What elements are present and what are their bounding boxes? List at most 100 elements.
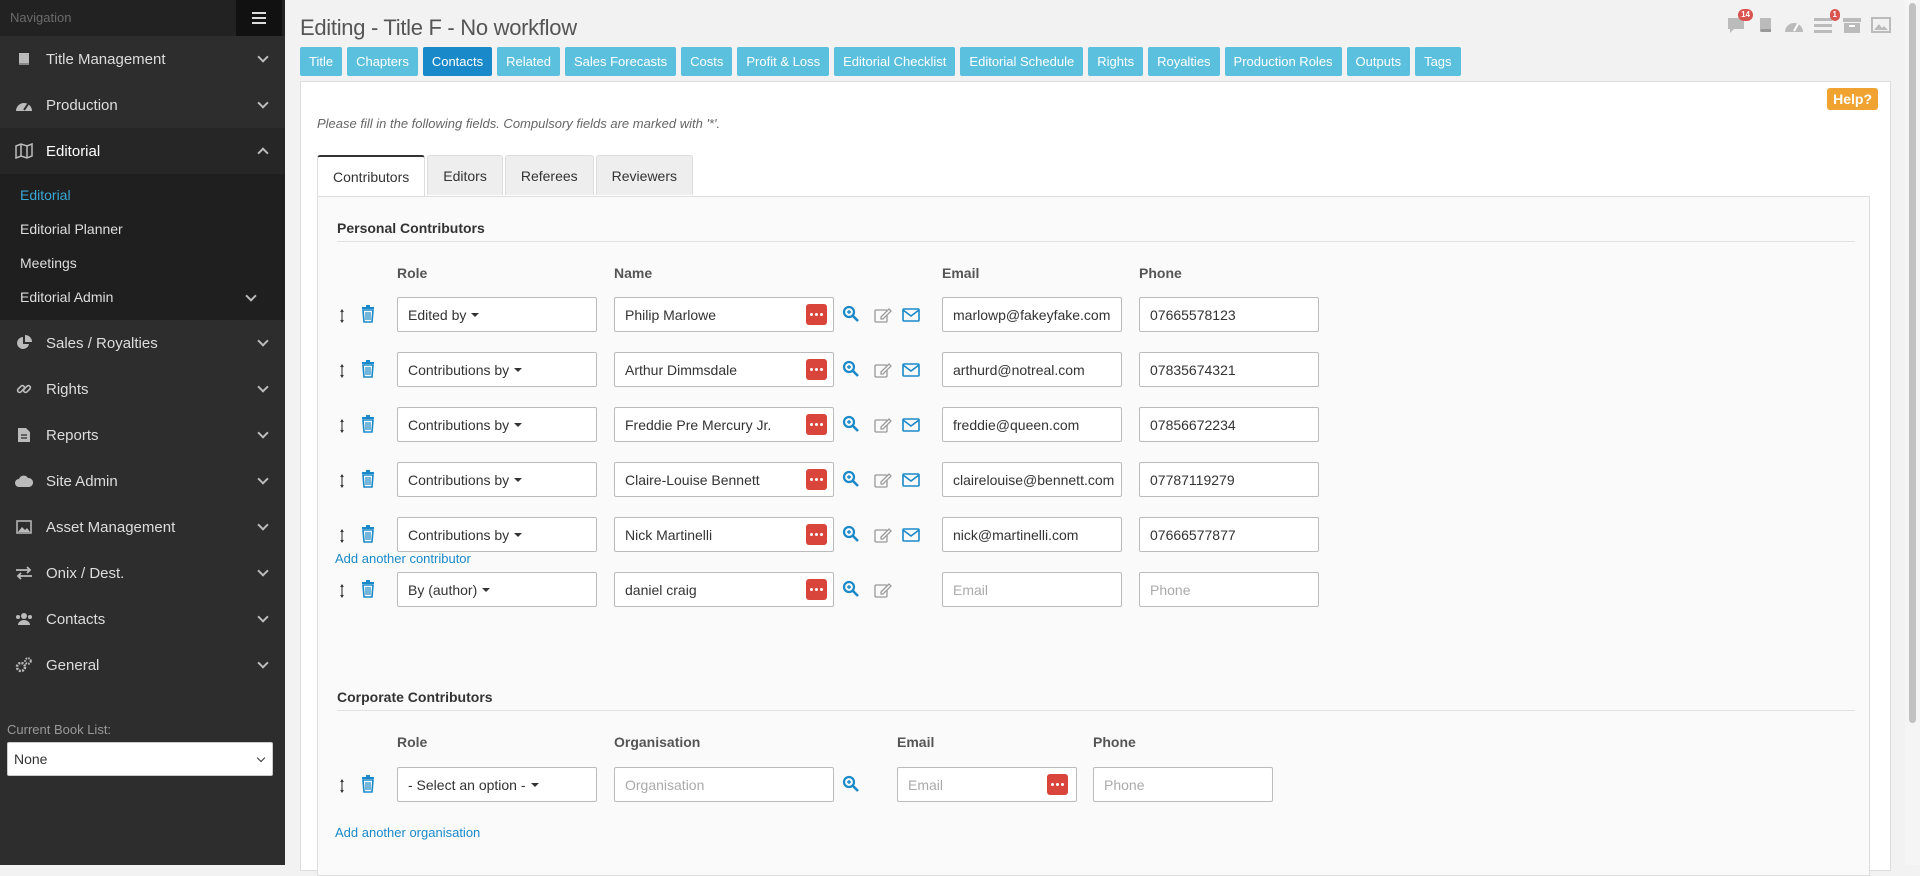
corporate-role-select[interactable]: - Select an option - bbox=[397, 767, 597, 802]
tab-production-roles[interactable]: Production Roles bbox=[1224, 47, 1342, 76]
sidebar-item-general[interactable]: General bbox=[0, 642, 285, 688]
corporate-phone-input[interactable]: Phone bbox=[1093, 767, 1273, 802]
move-handle-icon[interactable] bbox=[340, 471, 344, 491]
tab-editorial-checklist[interactable]: Editorial Checklist bbox=[834, 47, 956, 76]
image-icon[interactable] bbox=[1870, 14, 1892, 36]
sidebar-item-rights[interactable]: Rights bbox=[0, 366, 285, 412]
subnav-editorial-planner[interactable]: Editorial Planner bbox=[0, 212, 285, 246]
move-handle-icon[interactable] bbox=[340, 361, 344, 381]
edit-icon[interactable] bbox=[874, 527, 892, 544]
email-input[interactable]: Email bbox=[942, 572, 1122, 607]
role-select[interactable]: By (author) bbox=[397, 572, 597, 607]
add-contributor-link[interactable]: Add another contributor bbox=[335, 551, 471, 566]
mail-icon[interactable] bbox=[902, 363, 920, 377]
more-options-icon[interactable] bbox=[1047, 774, 1068, 795]
search-icon[interactable] bbox=[842, 305, 860, 323]
edit-icon[interactable] bbox=[874, 417, 892, 434]
scrollbar[interactable] bbox=[1905, 0, 1920, 865]
archive-icon[interactable] bbox=[1841, 14, 1863, 36]
mail-icon[interactable] bbox=[902, 418, 920, 432]
trash-icon[interactable] bbox=[360, 415, 376, 433]
sidebar-item-site-admin[interactable]: Site Admin bbox=[0, 458, 285, 504]
tab-editors[interactable]: Editors bbox=[427, 155, 503, 195]
more-options-icon[interactable] bbox=[806, 359, 827, 380]
scrollbar-thumb[interactable] bbox=[1909, 3, 1916, 723]
tab-reviewers[interactable]: Reviewers bbox=[595, 155, 694, 195]
move-handle-icon[interactable] bbox=[340, 416, 344, 436]
tab-sales-forecasts[interactable]: Sales Forecasts bbox=[564, 47, 677, 76]
search-icon[interactable] bbox=[842, 525, 860, 543]
tab-related[interactable]: Related bbox=[497, 47, 560, 76]
email-input[interactable]: nick@martinelli.com bbox=[942, 517, 1122, 552]
edit-icon[interactable] bbox=[874, 582, 892, 599]
more-options-icon[interactable] bbox=[806, 414, 827, 435]
dashboard-icon[interactable] bbox=[1783, 14, 1805, 36]
trash-icon[interactable] bbox=[360, 775, 376, 793]
search-icon[interactable] bbox=[842, 360, 860, 378]
phone-input[interactable]: Phone bbox=[1139, 572, 1319, 607]
organisation-input[interactable]: Organisation bbox=[614, 767, 834, 802]
name-input[interactable]: Claire-Louise Bennett bbox=[614, 462, 834, 497]
sidebar-item-contacts[interactable]: Contacts bbox=[0, 596, 285, 642]
phone-input[interactable]: 07856672234 bbox=[1139, 407, 1319, 442]
name-input[interactable]: Philip Marlowe bbox=[614, 297, 834, 332]
book-icon[interactable] bbox=[1754, 14, 1776, 36]
subnav-editorial-admin[interactable]: Editorial Admin bbox=[0, 280, 285, 314]
search-icon[interactable] bbox=[842, 775, 860, 793]
more-options-icon[interactable] bbox=[806, 469, 827, 490]
role-select[interactable]: Edited by bbox=[397, 297, 597, 332]
role-select[interactable]: Contributions by bbox=[397, 517, 597, 552]
sidebar-item-reports[interactable]: Reports bbox=[0, 412, 285, 458]
email-input[interactable]: marlowp@fakeyfake.com bbox=[942, 297, 1122, 332]
role-select[interactable]: Contributions by bbox=[397, 407, 597, 442]
sidebar-item-production[interactable]: Production bbox=[0, 82, 285, 128]
tab-royalties[interactable]: Royalties bbox=[1148, 47, 1220, 76]
sidebar-item-asset-management[interactable]: Asset Management bbox=[0, 504, 285, 550]
sidebar-item-sales-royalties[interactable]: Sales / Royalties bbox=[0, 320, 285, 366]
move-handle-icon[interactable] bbox=[340, 776, 344, 796]
subnav-meetings[interactable]: Meetings bbox=[0, 246, 285, 280]
tab-referees[interactable]: Referees bbox=[504, 155, 594, 195]
tab-editorial-schedule[interactable]: Editorial Schedule bbox=[960, 47, 1084, 76]
more-options-icon[interactable] bbox=[806, 579, 827, 600]
more-options-icon[interactable] bbox=[806, 524, 827, 545]
name-input[interactable]: daniel craig bbox=[614, 572, 834, 607]
role-select[interactable]: Contributions by bbox=[397, 462, 597, 497]
add-organisation-link[interactable]: Add another organisation bbox=[335, 825, 481, 840]
booklist-select[interactable]: None bbox=[7, 742, 273, 776]
tab-rights[interactable]: Rights bbox=[1088, 47, 1144, 76]
search-icon[interactable] bbox=[842, 470, 860, 488]
tab-contacts[interactable]: Contacts bbox=[422, 47, 493, 76]
edit-icon[interactable] bbox=[874, 307, 892, 324]
move-handle-icon[interactable] bbox=[340, 306, 344, 326]
more-options-icon[interactable] bbox=[806, 304, 827, 325]
trash-icon[interactable] bbox=[360, 470, 376, 488]
mail-icon[interactable] bbox=[902, 473, 920, 487]
name-input[interactable]: Nick Martinelli bbox=[614, 517, 834, 552]
phone-input[interactable]: 07787119279 bbox=[1139, 462, 1319, 497]
move-handle-icon[interactable] bbox=[340, 581, 344, 601]
chat-icon[interactable]: 14 bbox=[1725, 9, 1753, 36]
tasks-icon[interactable]: 1 bbox=[1812, 9, 1840, 36]
tab-chapters[interactable]: Chapters bbox=[347, 47, 418, 76]
tab-outputs[interactable]: Outputs bbox=[1346, 47, 1411, 76]
tab-tags[interactable]: Tags bbox=[1415, 47, 1461, 76]
help-button[interactable]: Help? bbox=[1827, 88, 1878, 110]
edit-icon[interactable] bbox=[874, 362, 892, 379]
mail-icon[interactable] bbox=[902, 528, 920, 542]
search-icon[interactable] bbox=[842, 415, 860, 433]
name-input[interactable]: Arthur Dimmsdale bbox=[614, 352, 834, 387]
subnav-editorial[interactable]: Editorial bbox=[0, 178, 285, 212]
phone-input[interactable]: 07665578123 bbox=[1139, 297, 1319, 332]
trash-icon[interactable] bbox=[360, 525, 376, 543]
search-icon[interactable] bbox=[842, 580, 860, 598]
role-select[interactable]: Contributions by bbox=[397, 352, 597, 387]
email-input[interactable]: clairelouise@bennett.com bbox=[942, 462, 1122, 497]
phone-input[interactable]: 07835674321 bbox=[1139, 352, 1319, 387]
phone-input[interactable]: 07666577877 bbox=[1139, 517, 1319, 552]
menu-toggle-button[interactable] bbox=[236, 0, 282, 36]
edit-icon[interactable] bbox=[874, 472, 892, 489]
email-input[interactable]: arthurd@notreal.com bbox=[942, 352, 1122, 387]
mail-icon[interactable] bbox=[902, 308, 920, 322]
sidebar-item-editorial[interactable]: Editorial bbox=[0, 128, 285, 174]
